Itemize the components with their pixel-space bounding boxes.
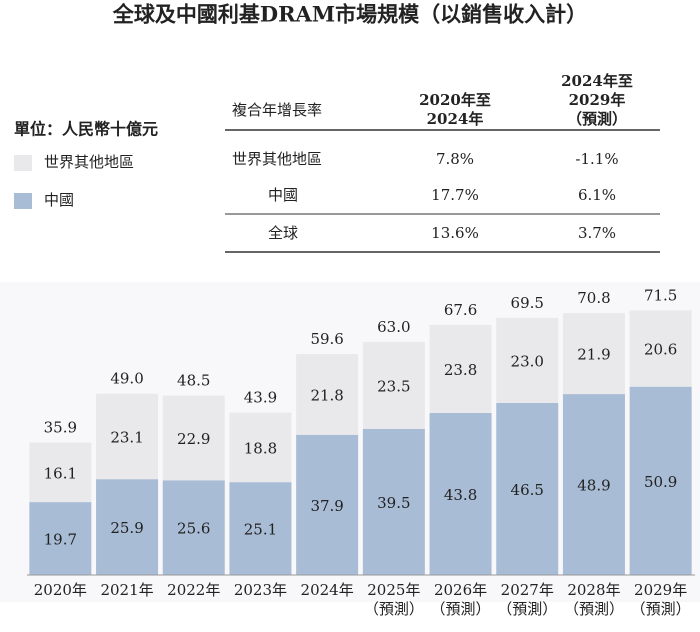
segment-label: 19.7 (44, 531, 77, 549)
legend-swatch (14, 193, 32, 209)
table-cell: 13.6% (431, 224, 479, 242)
table-cell: 全球 (268, 224, 298, 242)
table-cell: 世界其他地區 (232, 150, 322, 168)
total-label: 63.0 (377, 318, 410, 336)
table-cell: 3.7% (578, 224, 616, 242)
bar-segment (362, 341, 425, 429)
bar-segment (629, 310, 692, 387)
bar-segment (229, 412, 292, 483)
segment-label: 23.8 (444, 361, 477, 379)
unit-label: 單位：人民幣十億元 (14, 120, 158, 139)
x-tick-label: 2022年 (167, 581, 220, 599)
total-label: 35.9 (44, 419, 77, 437)
x-tick-label: 2023年 (234, 581, 287, 599)
bar-segment (296, 434, 359, 575)
legend-swatch (14, 155, 32, 171)
segment-label: 20.6 (644, 341, 677, 359)
x-tick-label: 2026年（預測） (431, 581, 491, 618)
bar-segment (29, 502, 92, 575)
total-label: 71.5 (644, 286, 677, 304)
bar-segment (362, 428, 425, 575)
segment-label: 37.9 (310, 497, 343, 515)
legend-label: 中國 (44, 191, 74, 209)
bar-segment (429, 324, 492, 413)
segment-label: 48.9 (577, 477, 610, 495)
segment-label: 21.8 (310, 386, 343, 404)
x-tick-label: 2021年 (100, 581, 153, 599)
bar-segment (429, 412, 492, 575)
x-tick-label: 2027年（預測） (497, 581, 557, 618)
bar-segment (629, 386, 692, 575)
table-cell: -1.1% (575, 150, 618, 168)
bar-segment (562, 394, 625, 575)
segment-label: 50.9 (644, 473, 677, 491)
segment-label: 16.1 (44, 464, 77, 482)
total-label: 69.5 (511, 294, 544, 312)
x-tick-label: 2029年（預測） (631, 581, 691, 618)
bar-segment (296, 354, 359, 435)
segment-label: 43.8 (444, 486, 477, 504)
x-tick-label: 2024年 (301, 581, 354, 599)
table-cell: 中國 (268, 186, 298, 204)
table-header: 複合年增長率 (232, 101, 322, 119)
bar-segment (96, 479, 159, 575)
segment-label: 39.5 (377, 494, 410, 512)
bar-segment (162, 480, 225, 575)
chart-title: 全球及中國利基DRAM市場規模（以銷售收入計） (112, 2, 587, 27)
bar-segment (562, 313, 625, 395)
total-label: 67.6 (444, 301, 477, 319)
segment-label: 23.0 (511, 352, 544, 370)
total-label: 43.9 (244, 389, 277, 407)
table-cell: 17.7% (431, 186, 479, 204)
x-tick-label: 2025年（預測） (364, 581, 424, 618)
bar-segment (29, 442, 92, 503)
segment-label: 23.5 (377, 377, 410, 395)
total-label: 70.8 (577, 289, 610, 307)
segment-label: 18.8 (244, 439, 277, 457)
bar-segment (162, 395, 225, 481)
table-header: 2024年至 2029年（預測） (561, 72, 633, 128)
segment-label: 25.9 (110, 519, 143, 537)
x-tick-label: 2020年 (34, 581, 87, 599)
bar-segment (229, 482, 292, 575)
bar-segment (96, 393, 159, 480)
segment-label: 46.5 (511, 481, 544, 499)
table-cell: 7.8% (436, 150, 474, 168)
segment-label: 23.1 (110, 428, 143, 446)
table-header: 2020年至 2024年 (419, 91, 491, 128)
total-label: 49.0 (110, 370, 143, 388)
bar-segment (496, 402, 559, 575)
x-tick-label: 2028年（預測） (564, 581, 624, 618)
segment-label: 21.9 (577, 346, 610, 364)
table-cell: 6.1% (578, 186, 616, 204)
segment-label: 25.6 (177, 520, 210, 538)
segment-label: 22.9 (177, 430, 210, 448)
segment-label: 25.1 (244, 521, 277, 539)
total-label: 48.5 (177, 372, 210, 390)
total-label: 59.6 (310, 330, 343, 348)
bar-segment (496, 317, 559, 403)
legend-label: 世界其他地區 (44, 153, 134, 171)
